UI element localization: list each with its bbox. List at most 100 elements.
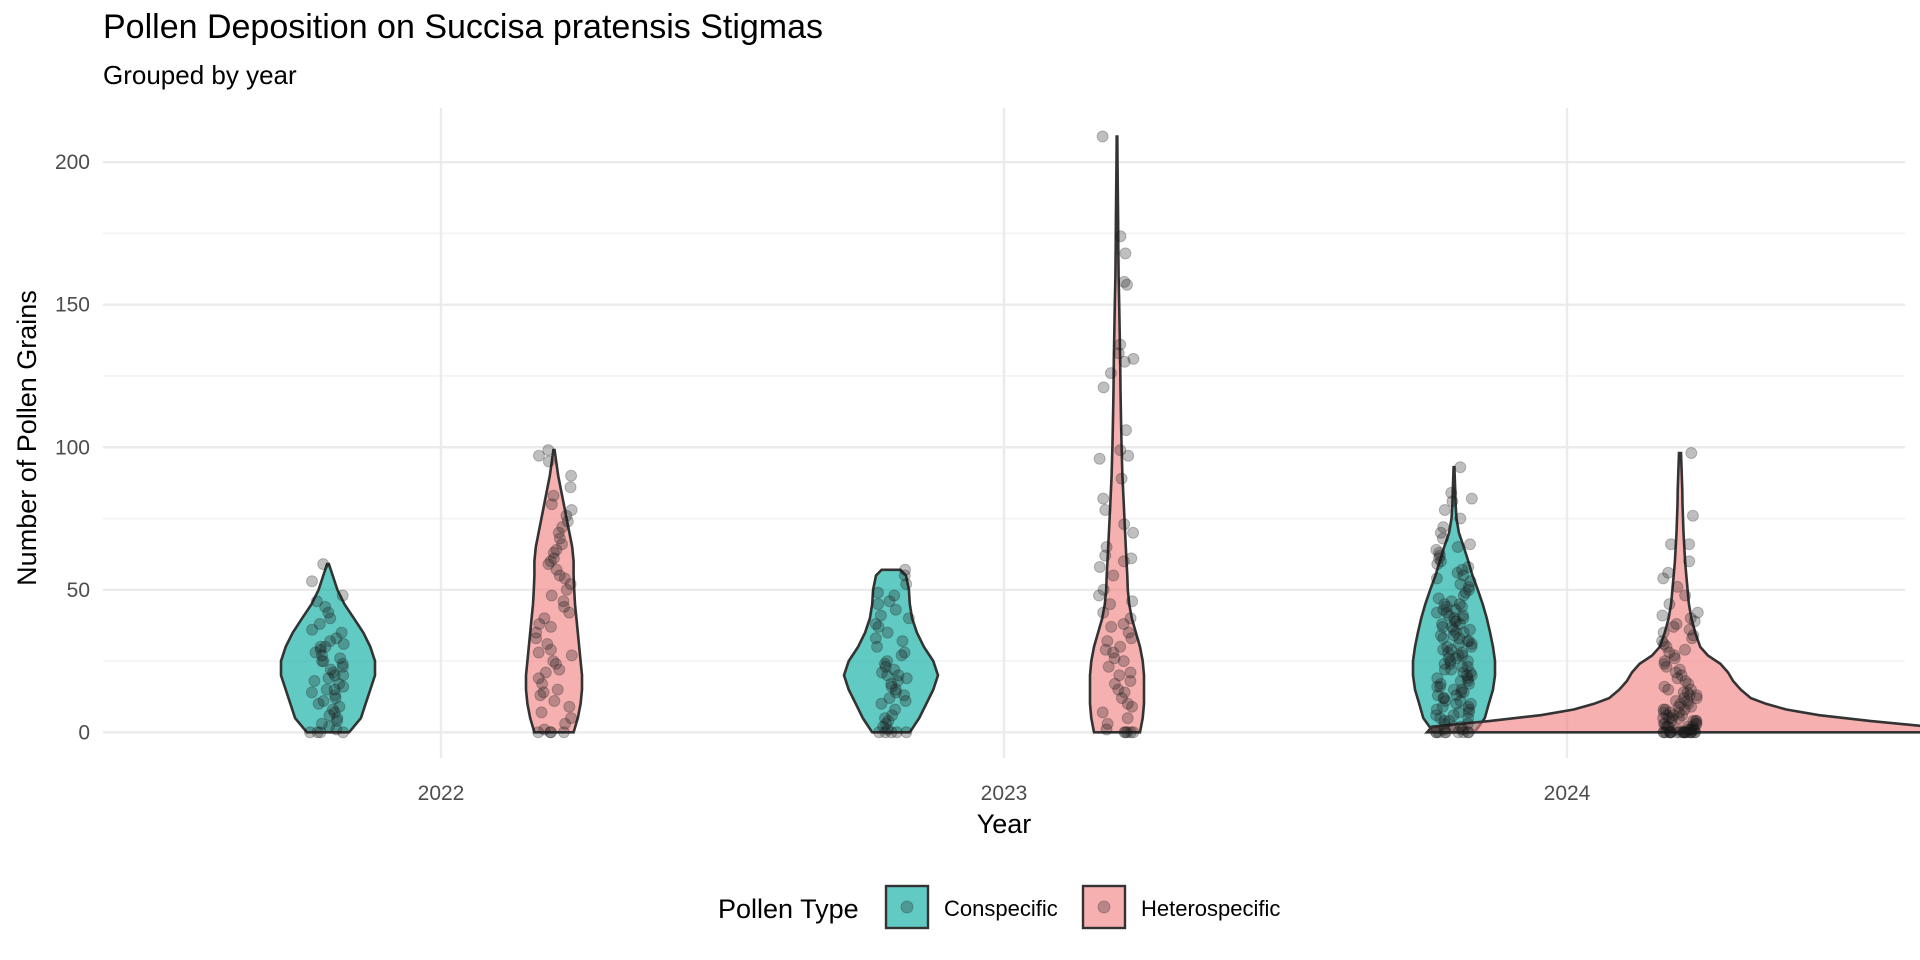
- data-point: [883, 692, 896, 705]
- data-point: [560, 509, 573, 522]
- data-point: [874, 609, 887, 622]
- data-point: [1431, 689, 1444, 702]
- data-point: [532, 646, 545, 659]
- data-point: [1434, 629, 1447, 642]
- data-point: [1118, 355, 1131, 368]
- data-point: [1445, 595, 1458, 608]
- data-point: [873, 726, 885, 739]
- data-point: [530, 626, 543, 639]
- data-point: [1679, 675, 1692, 687]
- data-point: [1673, 706, 1686, 719]
- data-point: [881, 669, 894, 682]
- data-point: [333, 700, 346, 713]
- data-point: [538, 612, 551, 625]
- data-point: [565, 712, 578, 725]
- data-point: [1431, 558, 1444, 571]
- data-point: [313, 618, 326, 630]
- data-point: [1444, 657, 1457, 670]
- data-point: [1457, 666, 1470, 679]
- data-point: [1662, 566, 1675, 579]
- data-point: [1452, 706, 1465, 719]
- y-axis-ticks: 0 50 100 150 200: [55, 151, 90, 744]
- data-point: [1464, 697, 1477, 710]
- data-point: [314, 643, 327, 656]
- data-point: [886, 709, 899, 722]
- data-point: [900, 726, 913, 739]
- data-point: [1684, 726, 1697, 739]
- data-point: [876, 666, 888, 679]
- data-point: [1105, 620, 1118, 633]
- data-point: [1118, 686, 1131, 699]
- data-point: [1440, 606, 1453, 619]
- data-point: [1446, 495, 1459, 508]
- legend-item-conspecific: Conspecific: [884, 884, 1058, 930]
- data-point: [898, 569, 911, 582]
- data-point: [1672, 700, 1685, 713]
- data-point: [872, 620, 885, 633]
- data-point: [888, 589, 901, 602]
- data-point: [1104, 598, 1117, 611]
- data-point: [1433, 549, 1446, 562]
- data-point: [1663, 712, 1676, 725]
- data-point: [1097, 583, 1110, 596]
- data-point: [1665, 538, 1677, 551]
- data-point: [1100, 723, 1113, 736]
- data-point: [560, 583, 573, 596]
- data-point: [547, 546, 560, 559]
- data-point: [1462, 712, 1475, 725]
- data-point: [1658, 680, 1671, 693]
- data-point: [328, 706, 341, 719]
- data-point: [1101, 717, 1114, 730]
- data-point: [1668, 649, 1681, 662]
- data-point: [1444, 655, 1457, 668]
- legend-key-heterospecific: [1081, 884, 1127, 930]
- data-point: [1454, 675, 1467, 687]
- data-point: [1434, 526, 1447, 539]
- data-point: [1434, 712, 1447, 725]
- data-point: [879, 726, 892, 739]
- data-point: [1093, 561, 1106, 573]
- data-point: [1462, 700, 1475, 713]
- data-point: [1687, 723, 1700, 736]
- data-point: [885, 726, 898, 739]
- data-point: [900, 672, 913, 685]
- data-point: [1670, 726, 1683, 739]
- data-point: [1679, 589, 1692, 602]
- data-point: [1124, 666, 1137, 679]
- data-point: [329, 689, 342, 702]
- data-point: [336, 660, 349, 673]
- data-point: [1657, 726, 1670, 739]
- chart-title: Pollen Deposition on Succisa pratensis S…: [103, 8, 823, 46]
- data-point: [1104, 367, 1117, 380]
- data-point: [1125, 632, 1138, 645]
- data-point: [1462, 726, 1475, 739]
- data-point: [880, 717, 893, 730]
- data-point: [1679, 726, 1692, 739]
- data-point: [1438, 598, 1451, 611]
- legend-key-point: [900, 900, 914, 914]
- data-point: [328, 683, 341, 696]
- data-point: [1657, 626, 1670, 639]
- data-point: [1446, 620, 1459, 633]
- data-point: [563, 606, 576, 619]
- data-point: [1438, 692, 1450, 705]
- data-point: [1453, 632, 1466, 645]
- data-point: [314, 640, 327, 653]
- data-point: [1465, 492, 1478, 505]
- data-point: [1438, 714, 1451, 727]
- data-point: [1114, 444, 1127, 457]
- data-point: [331, 712, 344, 725]
- data-point: [881, 626, 894, 639]
- data-point: [1674, 697, 1687, 710]
- data-point: [323, 709, 336, 722]
- data-point: [565, 504, 578, 516]
- violin-heterospecific-2022: [524, 448, 584, 734]
- data-point: [1658, 717, 1671, 730]
- data-point: [1462, 561, 1475, 573]
- data-point: [1430, 703, 1443, 716]
- data-point: [564, 578, 577, 591]
- x-axis-ticks: 2022 2023 2024: [418, 782, 1591, 805]
- data-point: [1461, 635, 1474, 648]
- data-point: [889, 683, 902, 696]
- data-point: [1691, 606, 1704, 619]
